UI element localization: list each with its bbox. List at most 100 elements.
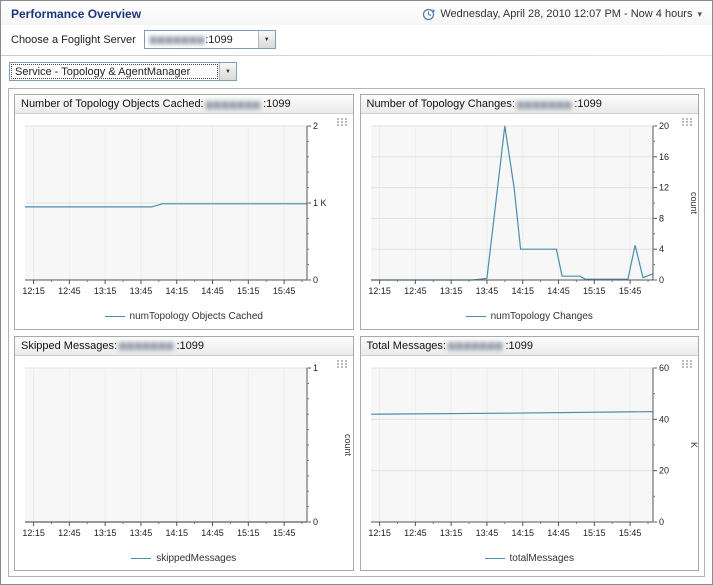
timerange-chevron-down-icon[interactable]: ▾ — [697, 8, 702, 19]
svg-text:12:15: 12:15 — [22, 286, 45, 296]
redacted-server-name: ▆▆▆▆▆▆▆ — [149, 34, 206, 44]
service-picker-row: Service - Topology & AgentManager ▼ — [1, 56, 712, 86]
svg-text:12:45: 12:45 — [404, 286, 427, 296]
chart-title-suffix: :1099 — [263, 98, 291, 110]
legend-label: totalMessages — [509, 552, 574, 564]
chart-panel-skipped-messages: Skipped Messages: ▆▆▆▆▆▆▆ :1099 12:15 12:… — [14, 335, 354, 571]
redacted-server-name: ▆▆▆▆▆▆▆ — [119, 340, 175, 350]
chart-title-text: Skipped Messages: — [21, 339, 117, 352]
svg-text:12:45: 12:45 — [58, 286, 81, 296]
svg-text:12:45: 12:45 — [404, 528, 427, 538]
service-select[interactable]: Service - Topology & AgentManager ▼ — [9, 62, 237, 81]
chart-title-suffix: :1099 — [505, 339, 533, 352]
svg-text:13:45: 13:45 — [130, 286, 153, 296]
legend-line-swatch — [131, 557, 152, 559]
chart-area[interactable]: 12:15 12:45 13:15 13:45 14:15 14:45 15:15 15:45… — [361, 114, 699, 305]
svg-text:0: 0 — [659, 517, 664, 527]
svg-text:14:15: 14:15 — [511, 286, 534, 296]
server-port: :1099 — [205, 33, 233, 46]
svg-text:12:45: 12:45 — [58, 528, 81, 538]
clock-icon — [423, 8, 436, 20]
page-header: Performance Overview Wednesday, April 28… — [1, 1, 712, 25]
svg-text:12:15: 12:15 — [22, 528, 45, 538]
svg-text:8: 8 — [659, 213, 664, 223]
chart-title-text: Number of Topology Changes: — [366, 98, 515, 110]
svg-text:60: 60 — [659, 363, 669, 373]
chart-area[interactable]: 12:15 12:45 13:15 13:45 14:15 14:45 15:15 15:45… — [15, 114, 353, 305]
chart-canvas[interactable]: 12:15 12:45 13:15 13:45 14:15 14:45 15:15 15:45… — [361, 356, 698, 544]
chart-panel-title: Number of Topology Changes: ▆▆▆▆▆▆▆ :109… — [360, 95, 698, 114]
chart-legend: numTopology Changes — [361, 305, 699, 329]
chart-panel-title: Total Messages: ▆▆▆▆▆▆▆ :1099 — [360, 336, 698, 356]
svg-text:12:15: 12:15 — [368, 528, 391, 538]
svg-text:13:15: 13:15 — [94, 286, 117, 296]
chart-legend: skippedMessages — [15, 546, 353, 570]
timerange-display[interactable]: Wednesday, April 28, 2010 12:07 PM - Now… — [422, 8, 702, 21]
svg-text:0: 0 — [659, 275, 664, 285]
svg-text:20: 20 — [659, 465, 669, 475]
chart-options-icon[interactable] — [336, 359, 348, 369]
server-select-arrow-button[interactable]: ▼ — [257, 31, 275, 48]
chart-canvas[interactable]: 12:15 12:45 13:15 13:45 14:15 14:45 15:15 15:45… — [361, 114, 698, 302]
svg-text:40: 40 — [659, 414, 669, 424]
timerange-text: Wednesday, April 28, 2010 12:07 PM - Now… — [440, 8, 693, 20]
svg-text:14:45: 14:45 — [201, 286, 224, 296]
chart-panel-title: Number of Topology Objects Cached: ▆▆▆▆▆… — [15, 95, 353, 114]
svg-text:12:15: 12:15 — [368, 286, 391, 296]
charts-grid: Number of Topology Objects Cached: ▆▆▆▆▆… — [8, 88, 705, 577]
legend-line-swatch — [104, 316, 125, 317]
chart-title-text: Total Messages: — [366, 339, 446, 352]
svg-text:15:45: 15:45 — [618, 286, 641, 296]
svg-text:15:45: 15:45 — [273, 528, 296, 538]
dropdown-arrow-icon: ▼ — [263, 36, 270, 43]
svg-text:16: 16 — [659, 152, 669, 162]
separator — [1, 55, 712, 56]
svg-text:15:45: 15:45 — [273, 286, 296, 296]
chart-canvas[interactable]: 12:15 12:45 13:15 13:45 14:15 14:45 15:15 15:45… — [15, 356, 352, 544]
svg-text:0: 0 — [313, 517, 318, 527]
svg-text:2: 2 — [313, 121, 318, 131]
svg-text:15:45: 15:45 — [618, 528, 641, 538]
server-select-value: ▆▆▆▆▆▆▆:1099 — [145, 31, 258, 48]
chart-area[interactable]: 12:15 12:45 13:15 13:45 14:15 14:45 15:15 15:45… — [15, 356, 353, 547]
svg-text:count: count — [689, 192, 698, 215]
service-select-value: Service - Topology & AgentManager — [10, 63, 219, 80]
svg-text:14:45: 14:45 — [201, 528, 224, 538]
svg-text:13:15: 13:15 — [94, 528, 117, 538]
chart-options-icon[interactable] — [681, 359, 693, 369]
svg-text:1: 1 — [313, 363, 318, 373]
redacted-server-name: ▆▆▆▆▆▆▆ — [516, 98, 573, 109]
svg-text:14:15: 14:15 — [165, 286, 188, 296]
legend-label: numTopology Changes — [490, 311, 593, 322]
svg-text:15:15: 15:15 — [237, 286, 260, 296]
chart-panel-total-messages: Total Messages: ▆▆▆▆▆▆▆ :1099 12:15 12:45… — [359, 335, 699, 571]
svg-text:13:15: 13:15 — [439, 528, 462, 538]
svg-text:K: K — [689, 441, 698, 447]
redacted-server-name: ▆▆▆▆▆▆▆ — [447, 340, 504, 350]
redacted-server-name: ▆▆▆▆▆▆▆ — [205, 98, 262, 109]
svg-text:14:45: 14:45 — [547, 528, 570, 538]
chart-canvas[interactable]: 12:15 12:45 13:15 13:45 14:15 14:45 15:15 15:45… — [15, 114, 352, 302]
chart-options-icon[interactable] — [681, 117, 693, 127]
svg-text:12: 12 — [659, 183, 669, 193]
chart-legend: totalMessages — [361, 546, 699, 570]
svg-text:13:45: 13:45 — [475, 528, 498, 538]
svg-text:14:45: 14:45 — [547, 286, 570, 296]
chart-panel-topology-changes: Number of Topology Changes: ▆▆▆▆▆▆▆ :109… — [359, 94, 699, 330]
page-title: Performance Overview — [11, 7, 142, 21]
server-picker-row: Choose a Foglight Server ▆▆▆▆▆▆▆:1099 ▼ — [1, 25, 712, 55]
legend-label: numTopology Objects Cached — [129, 311, 263, 322]
dropdown-arrow-icon: ▼ — [225, 68, 231, 75]
svg-text:0: 0 — [313, 275, 318, 285]
chart-title-text: Number of Topology Objects Cached: — [21, 98, 204, 110]
chart-area[interactable]: 12:15 12:45 13:15 13:45 14:15 14:45 15:15 15:45… — [361, 356, 699, 547]
chart-title-suffix: :1099 — [574, 98, 602, 110]
service-select-arrow-button[interactable]: ▼ — [219, 63, 236, 80]
chart-options-icon[interactable] — [336, 117, 348, 127]
svg-text:1 K: 1 K — [313, 198, 327, 208]
svg-text:14:15: 14:15 — [165, 528, 188, 538]
svg-text:4: 4 — [659, 244, 664, 254]
server-select[interactable]: ▆▆▆▆▆▆▆:1099 ▼ — [143, 30, 276, 49]
svg-text:15:15: 15:15 — [583, 528, 606, 538]
